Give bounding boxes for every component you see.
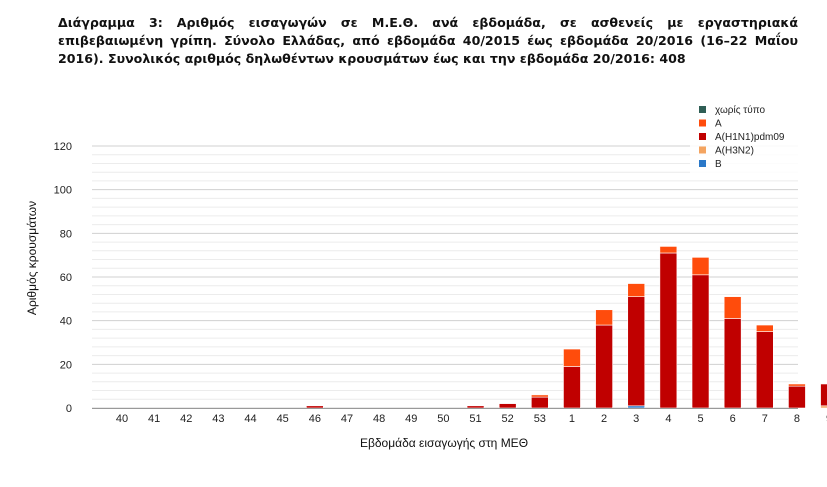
- legend-background: [690, 100, 802, 176]
- bar-segment: [659, 246, 678, 254]
- y-tick-label: 40: [60, 316, 72, 328]
- legend-label: A(H1N1)pdm09: [715, 132, 785, 143]
- y-axis-title: Αριθμός κρουσμάτων: [25, 201, 39, 315]
- legend-swatch: [699, 146, 706, 154]
- x-tick-label: 4: [665, 413, 671, 425]
- bar-segment: [627, 296, 646, 407]
- legend-swatch: [699, 133, 706, 140]
- x-tick-label: 6: [730, 413, 736, 425]
- caption-text: Αριθμός εισαγωγών σε Μ.Ε.Θ. ανά εβδομάδα…: [58, 15, 798, 66]
- bar-segment: [723, 318, 742, 409]
- bar-segment: [723, 296, 742, 319]
- bar-segment: [820, 405, 827, 409]
- x-axis-title: Εβδομάδα εισαγωγής στη ΜΕΘ: [360, 436, 528, 450]
- bar-segment: [820, 383, 827, 407]
- y-tick-label: 100: [54, 185, 72, 197]
- x-tick-label: 47: [341, 413, 353, 425]
- bar-segment: [595, 324, 613, 409]
- bar-segment: [755, 324, 774, 332]
- bar-segment: [531, 394, 549, 398]
- y-tick-label: 0: [66, 403, 72, 415]
- legend-label: A(H3N2): [715, 146, 754, 157]
- x-tick-label: 52: [502, 413, 514, 425]
- x-tick-label: 49: [405, 413, 417, 425]
- bar-segment: [627, 405, 646, 409]
- bar-segment: [595, 309, 613, 326]
- x-tick-label: 41: [148, 413, 160, 425]
- bar-segment: [659, 252, 678, 409]
- x-tick-label: 3: [633, 413, 639, 425]
- legend-swatch: [699, 160, 706, 167]
- bar-segment: [691, 274, 710, 409]
- caption-number: Διάγραμμα 3:: [58, 15, 163, 30]
- bar-segment: [788, 385, 806, 409]
- x-tick-label: 51: [469, 413, 481, 425]
- x-tick-label: 53: [534, 413, 546, 425]
- legend-label: A: [715, 119, 722, 130]
- bar-segment: [498, 403, 517, 409]
- y-tick-label: 60: [60, 272, 72, 284]
- bar-segment: [788, 383, 806, 387]
- y-tick-label: 20: [60, 359, 72, 371]
- x-tick-label: 2: [601, 413, 607, 425]
- x-tick-label: 40: [116, 413, 128, 425]
- legend-label: B: [715, 159, 722, 170]
- bar-segment: [627, 283, 646, 297]
- bar-segment: [563, 366, 581, 409]
- y-tick-label: 120: [54, 141, 72, 153]
- bars: [306, 246, 827, 409]
- chart-caption: Διάγραμμα 3: Αριθμός εισαγωγών σε Μ.Ε.Θ. …: [58, 14, 798, 68]
- x-tick-label: 1: [569, 413, 575, 425]
- bar-segment: [466, 405, 485, 409]
- legend-label: χωρίς τύπο: [715, 104, 765, 116]
- x-tick-label: 42: [180, 413, 192, 425]
- x-tick-label: 44: [244, 413, 256, 425]
- x-tick-label: 8: [794, 413, 800, 425]
- bar-segment: [531, 396, 549, 409]
- bar-segment: [691, 257, 710, 276]
- legend-swatch: [699, 106, 706, 113]
- x-tick-label: 50: [437, 413, 449, 425]
- legend-swatch: [699, 119, 706, 127]
- bar-segment: [563, 348, 581, 367]
- x-tick-label: 48: [373, 413, 385, 425]
- bar-segment: [306, 405, 324, 409]
- x-tick-label: 45: [277, 413, 289, 425]
- x-tick-label: 7: [762, 413, 768, 425]
- bar-segment: [755, 331, 774, 409]
- y-tick-label: 80: [60, 228, 72, 240]
- legend: χωρίς τύπο A A(H1N1)pdm09 A(H3N2) B: [690, 100, 802, 176]
- x-tick-label: 5: [697, 413, 703, 425]
- gridlines: [92, 145, 798, 409]
- x-tick-label: 43: [212, 413, 224, 425]
- x-tick-label: 46: [309, 413, 321, 425]
